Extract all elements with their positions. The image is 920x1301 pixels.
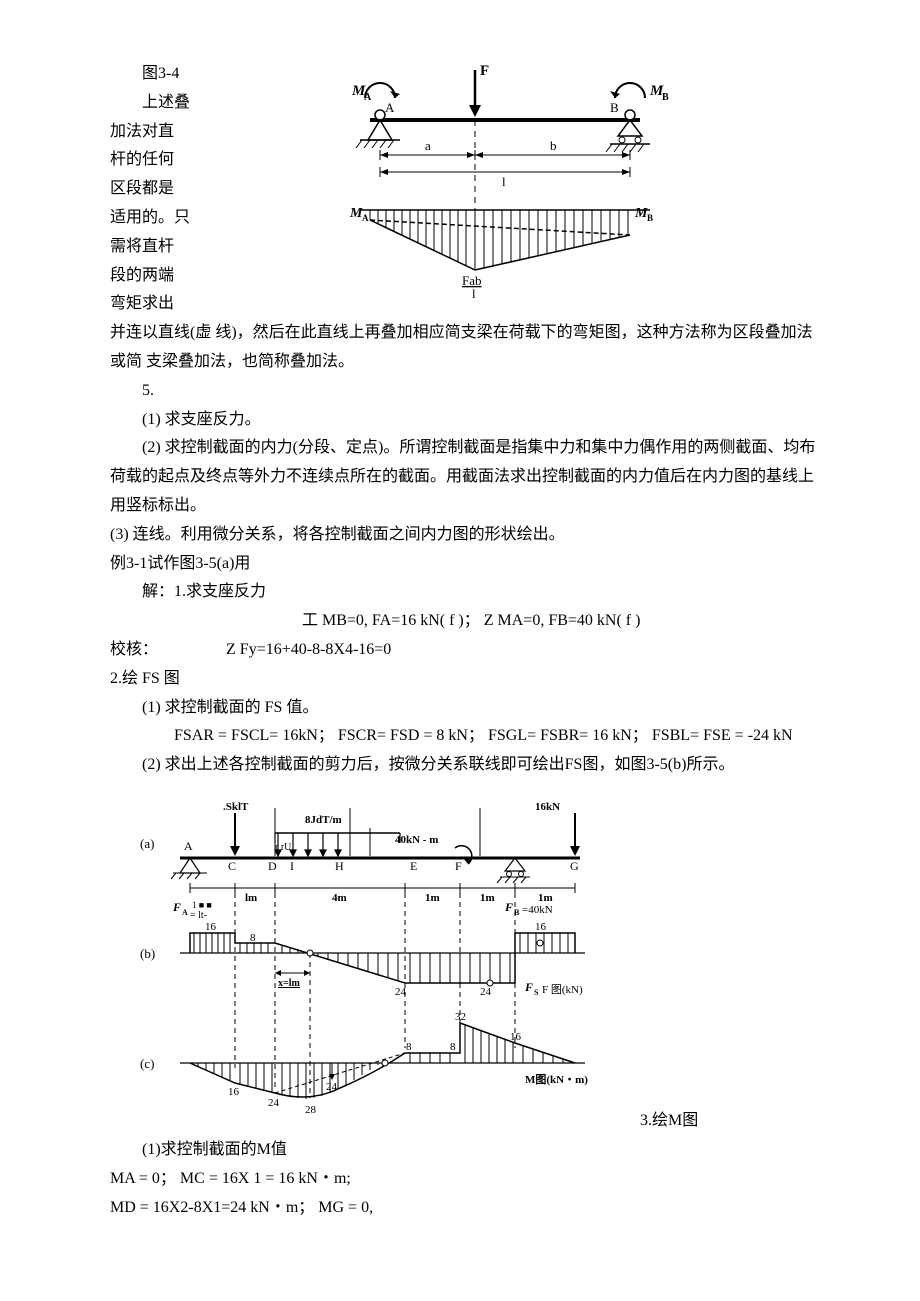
svg-text:32: 32 — [455, 1011, 466, 1023]
svg-text:16: 16 — [205, 921, 217, 933]
step3-eq2: MD = 16X2-8X1=24 kN・m； MG = 0, — [110, 1194, 820, 1223]
svg-text:1m: 1m — [425, 892, 440, 904]
svg-text:1m: 1m — [538, 892, 553, 904]
svg-text:r rU: r rU — [275, 842, 292, 853]
svg-text:.SklT: .SklT — [223, 801, 249, 813]
example-label: 例3-1试作图3-5(a)用 — [110, 550, 820, 579]
left-line-0: 上述叠 — [110, 89, 190, 118]
svg-text:(b): (b) — [140, 946, 155, 961]
step2-header: 2.绘 FS 图 — [110, 665, 820, 694]
section-5: 5. — [110, 377, 820, 406]
svg-text:B: B — [662, 92, 669, 103]
check-label: 校核： — [110, 641, 158, 658]
svg-text:16: 16 — [510, 1031, 522, 1043]
svg-text:4m: 4m — [332, 892, 347, 904]
svg-text:F: F — [172, 900, 181, 914]
solution-check: 校核： Z Fy=16+40-8-8X4-16=0 — [110, 636, 820, 665]
svg-text:A: A — [385, 100, 395, 115]
svg-text:B: B — [647, 213, 653, 223]
svg-text:(a): (a) — [140, 836, 154, 851]
svg-text:8: 8 — [406, 1041, 412, 1053]
left-line-7: 弯矩求出 — [110, 290, 190, 319]
step3-i1: (1)求控制截面的M值 — [110, 1136, 820, 1165]
svg-text:x=lm: x=lm — [278, 978, 300, 989]
list1-item1: (1) 求支座反力。 — [110, 406, 820, 435]
left-line-2: 杆的任何 — [110, 146, 190, 175]
svg-text:A: A — [184, 839, 193, 853]
svg-text:F: F — [504, 900, 513, 914]
svg-text:24: 24 — [395, 986, 407, 998]
svg-text:A: A — [362, 213, 369, 223]
left-line-1: 加法对直 — [110, 118, 190, 147]
svg-text:B: B — [610, 100, 619, 115]
left-line-4: 适用的。只 — [110, 204, 190, 233]
svg-text:M: M — [634, 206, 648, 221]
svg-text:8: 8 — [450, 1041, 456, 1053]
svg-text:lm: lm — [245, 892, 257, 904]
svg-text:24: 24 — [268, 1097, 280, 1109]
svg-text:D: D — [268, 859, 277, 873]
svg-text:28: 28 — [305, 1104, 317, 1116]
solution-header: 解：1.求支座反力 — [110, 578, 820, 607]
svg-text:F: F — [455, 859, 462, 873]
svg-text:F 图(kN): F 图(kN) — [542, 983, 583, 996]
step2-i3: (2) 求出上述各控制截面的剪力后，按微分关系联线即可绘出FS图，如图3-5(b… — [110, 751, 820, 780]
svg-text:1 ■ ■: 1 ■ ■ — [192, 900, 212, 910]
svg-text:M: M — [349, 206, 363, 221]
svg-text:H: H — [335, 859, 344, 873]
svg-text:8: 8 — [250, 932, 256, 944]
svg-text:24: 24 — [326, 1081, 338, 1093]
svg-text:I: I — [290, 859, 294, 873]
step2-i2: FSAR = FSCL= 16kN； FSCR= FSD = 8 kN； FSG… — [110, 722, 820, 751]
svg-text:b: b — [550, 138, 557, 153]
svg-text:A: A — [364, 92, 372, 103]
step3-eq1: MA = 0； MC = 16X 1 = 16 kN・m; — [110, 1165, 820, 1194]
svg-text:E: E — [410, 859, 417, 873]
svg-text:24: 24 — [480, 986, 492, 998]
figure-3-5: (a) A C D I H E F G — [110, 788, 630, 1128]
svg-text:=40kN: =40kN — [522, 904, 553, 916]
svg-text:F: F — [480, 63, 489, 79]
svg-text:40kN - m: 40kN - m — [395, 834, 438, 846]
list1-item3: (3) 连线。利用微分关系，将各控制截面之间内力图的形状绘出。 — [110, 521, 820, 550]
list1-item2: (2) 求控制截面的内力(分段、定点)。所谓控制截面是指集中力和集中力偶作用的两… — [110, 434, 820, 520]
svg-text:16: 16 — [535, 921, 547, 933]
svg-text:a: a — [425, 138, 431, 153]
svg-text:(c): (c) — [140, 1056, 154, 1071]
solution-eq1: 工 MB=0, FA=16 kN( f )； Z MA=0, FB=40 kN(… — [110, 607, 820, 636]
step3-header: 3.绘M图 — [640, 1107, 698, 1136]
paragraph-1: 并连以直线(虚 线)，然后在此直线上再叠加相应简支梁在荷载下的弯矩图，这种方法称… — [110, 319, 820, 377]
left-line-6: 段的两端 — [110, 262, 190, 291]
svg-text:M图(kN・m): M图(kN・m) — [525, 1073, 588, 1086]
svg-text:C: C — [228, 859, 236, 873]
svg-text:F: F — [524, 980, 533, 994]
svg-text:l: l — [472, 286, 476, 300]
svg-text:16kN: 16kN — [535, 801, 560, 813]
svg-text:A: A — [182, 908, 188, 917]
svg-text:= lt-: = lt- — [190, 910, 207, 921]
svg-text:l: l — [502, 174, 506, 189]
fig34-caption: 图3-4 — [110, 60, 190, 89]
left-line-3: 区段都是 — [110, 175, 190, 204]
svg-text:S: S — [534, 988, 539, 997]
svg-text:8JdT/m: 8JdT/m — [305, 814, 342, 826]
figure-3-4: F M A M B A B a b l M A M B Fab l — [200, 60, 820, 319]
svg-text:16: 16 — [228, 1086, 240, 1098]
check-eq: Z Fy=16+40-8-8X4-16=0 — [226, 641, 391, 658]
step2-i1: (1) 求控制截面的 FS 值。 — [110, 694, 820, 723]
left-line-5: 需将直杆 — [110, 233, 190, 262]
svg-text:1m: 1m — [480, 892, 495, 904]
svg-text:G: G — [570, 859, 579, 873]
